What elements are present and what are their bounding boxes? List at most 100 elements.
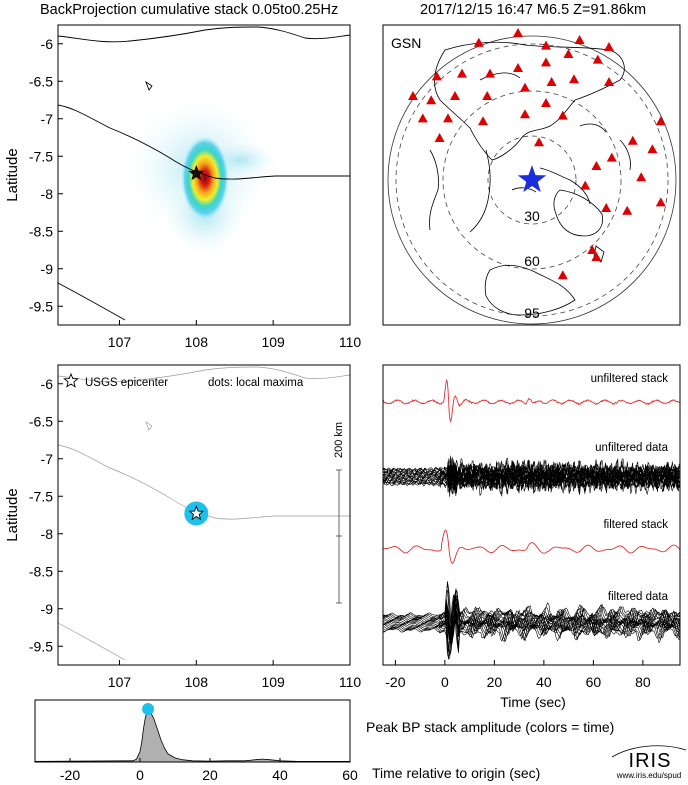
station-triangle: [604, 77, 614, 86]
y-tick-label: -6: [41, 36, 54, 52]
peak-amplitude-title: Peak BP stack amplitude (colors = time): [366, 719, 614, 735]
local-maxima-epicenter-star: [188, 505, 205, 521]
station-triangle: [426, 95, 437, 105]
x-tick-label: 109: [261, 674, 285, 690]
station-triangle: [513, 28, 523, 37]
y-tick-label: -9.5: [29, 298, 53, 314]
y-tick-label: -9.5: [29, 638, 53, 654]
iris-logo-text: IRIS: [629, 750, 672, 772]
y-tick-label: -8: [41, 526, 54, 542]
station-triangle: [534, 137, 544, 147]
ring-label-30: 30: [524, 208, 540, 224]
peak-amplitude-frame: [34, 699, 351, 763]
x-tick-label: 20: [487, 674, 503, 690]
station-triangle: [580, 180, 591, 190]
ring-label-95: 95: [524, 305, 540, 321]
station-triangle: [520, 82, 530, 92]
station-markers: [408, 28, 666, 280]
station-triangle: [443, 113, 453, 123]
station-triangle: [557, 110, 568, 120]
station-triangle: [541, 40, 551, 50]
gsn-label: GSN: [391, 35, 421, 51]
station-triangle: [636, 172, 647, 182]
station-triangle: [408, 91, 418, 100]
station-triangle: [563, 49, 574, 58]
station-triangle: [655, 197, 666, 207]
local-maxima-map-frame: [57, 364, 351, 666]
station-triangle: [513, 63, 523, 72]
waveforms-axes: -20 0 20 40 60 80: [385, 660, 651, 690]
ring-label-60: 60: [524, 253, 540, 269]
station-triangle: [647, 144, 658, 154]
y-tick-label: -8: [41, 186, 54, 202]
peak-time-dot: [142, 702, 155, 715]
y-tick-label: -9: [41, 261, 54, 277]
globe-outline: [387, 35, 677, 325]
y-tick-label: -6.5: [29, 413, 53, 429]
event-info: 2017/12/15 16:47 M6.5 Z=91.86km: [420, 2, 646, 18]
x-tick-label: 40: [536, 674, 552, 690]
scale-bar: 200 km: [333, 422, 345, 604]
local-maxima-map-panel: 107 108 109 110 -6 -6.5 -7 -7.5 -8 -8.5 -9 -9.5 Lat…: [4, 364, 361, 690]
coastline: [58, 26, 350, 321]
gsn-epicenter-star-mark: [517, 165, 547, 193]
x-tick-label: 108: [185, 334, 209, 350]
filtered-stack-trace: [383, 529, 680, 564]
peak-amplitude-area: [35, 710, 350, 762]
station-triangle: [569, 74, 579, 84]
gsn-station-map-frame: [382, 24, 681, 326]
legend: USGS epicenter dots: local maxima: [63, 372, 304, 389]
station-triangle: [541, 98, 551, 107]
station-triangle: [622, 205, 633, 215]
x-tick-label: 110: [339, 334, 362, 350]
x-tick-label: 110: [339, 674, 362, 690]
iris-logo-url: www.iris.edu/spud: [616, 771, 681, 780]
station-triangle: [601, 203, 612, 212]
x-tick-label: 60: [586, 674, 602, 690]
local-maxima-map-axes: 107 108 109 110 -6 -6.5 -7 -7.5 -8 -8.5 -9 -9.5: [29, 376, 361, 690]
unfiltered-stack-trace: [383, 378, 680, 423]
backprojection-map-ylabel: Latitude: [4, 148, 21, 201]
waveforms-frame: [382, 364, 681, 666]
station-triangle: [417, 113, 428, 123]
x-tick-label: 107: [108, 674, 132, 690]
y-tick-label: -7.5: [29, 488, 53, 504]
station-triangle: [434, 133, 445, 142]
station-triangle: [574, 35, 585, 44]
epicenter-star: [188, 165, 205, 181]
y-tick-label: -7: [41, 451, 54, 467]
trace-labels: unfiltered stack unfiltered data filtere…: [591, 373, 669, 603]
x-tick-label: 107: [108, 334, 132, 350]
ring-labels: 30 60 95: [524, 208, 540, 321]
epicenter-star-mark: [188, 165, 205, 181]
station-triangle: [627, 135, 638, 145]
station-triangle: [473, 37, 484, 47]
gsn-station-map-panel: 30 60 95 GSN: [382, 24, 681, 326]
x-tick-label: 20: [202, 767, 218, 783]
heatmap-blob: [130, 100, 278, 255]
gsn-epicenter-star: [517, 165, 547, 193]
peak-amplitude-panel: -20 0 20 40 60 Peak BP stack amplitude (colo…: [34, 699, 614, 783]
station-triangle: [606, 152, 617, 162]
legend-star-icon: [63, 372, 79, 388]
x-tick-label: 40: [272, 767, 288, 783]
local-maxima-map-ylabel: Latitude: [4, 488, 21, 541]
backprojection-map-axes: 107 108 109 110 -6 -6.5 -7 -7.5 -8 -8.5 -9 -9.5: [29, 36, 361, 350]
station-triangle: [587, 245, 598, 254]
peak-time-marker: [142, 702, 155, 715]
x-tick-label: 0: [136, 767, 144, 783]
station-triangle: [450, 91, 460, 100]
station-triangle: [604, 42, 614, 51]
trace-label-unfiltered-data: unfiltered data: [595, 442, 668, 454]
x-tick-label: 109: [261, 334, 285, 350]
y-tick-label: -9: [41, 601, 54, 617]
peak-amplitude-xlabel: Time relative to origin (sec): [372, 765, 540, 781]
iris-logo-swoosh: [611, 745, 687, 758]
station-triangle: [557, 270, 568, 280]
station-triangle: [541, 57, 551, 67]
figure-title: BackProjection cumulative stack 0.05to0.…: [40, 2, 338, 18]
filtered-data-traces: [383, 581, 680, 660]
iris-logo: IRIS www.iris.edu/spud: [611, 745, 687, 780]
waveforms-xlabel: Time (sec): [500, 694, 566, 710]
unfiltered-data-traces: [383, 455, 680, 497]
